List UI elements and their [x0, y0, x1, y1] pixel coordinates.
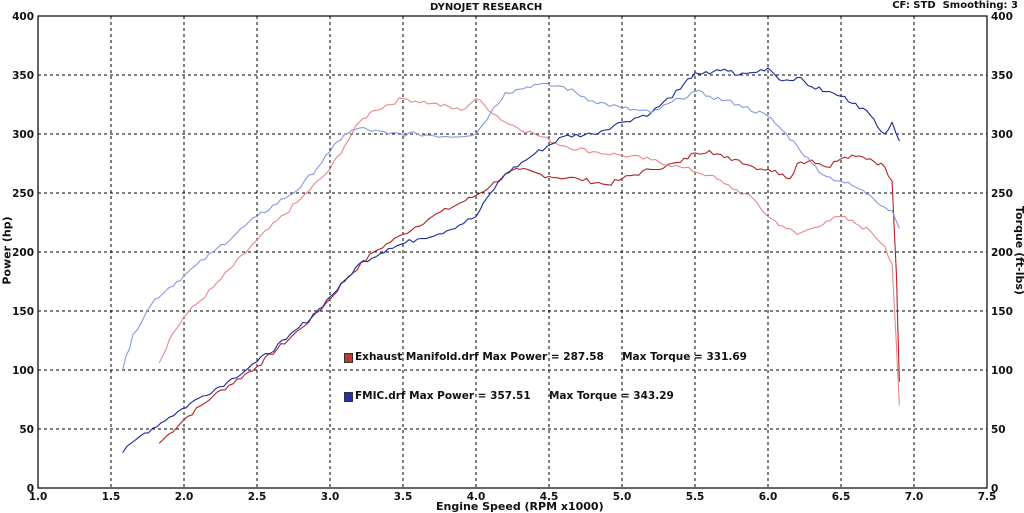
x-tick-label: 2.5 — [248, 491, 267, 503]
y-tick-label-right: 50 — [991, 424, 1006, 436]
grid — [38, 16, 987, 488]
legend-file-exhaust: Exhaust Manifold.drf — [355, 351, 479, 363]
y-tick-label-right: 200 — [991, 247, 1013, 259]
settings-readout: CF: STD Smoothing: 3 — [892, 0, 1018, 11]
y-tick-label-left: 150 — [12, 306, 34, 318]
x-tick-label: 2.0 — [175, 491, 194, 503]
x-tick-label: 1.0 — [29, 491, 48, 503]
y-tick-label-left: 350 — [12, 70, 34, 82]
y-tick-labels-right: 0 50 100 150 200 250 300 350 400 — [991, 11, 1013, 495]
legend: Exhaust Manifold.drf Max Power = 287.58 … — [344, 325, 747, 416]
legend-torque-exhaust: Max Torque = 331.69 — [622, 351, 747, 363]
y-tick-label-right: 300 — [991, 129, 1013, 141]
y-axis-label-right: Torque (ft-lbs) — [1012, 206, 1024, 295]
series-line-fmic-drf-power-hp — [122, 67, 900, 453]
y-tick-label-left: 100 — [12, 365, 34, 377]
x-axis-label: Engine Speed (RPM x1000) — [436, 500, 604, 513]
x-tick-label: 3.0 — [321, 491, 340, 503]
legend-row-exhaust: Exhaust Manifold.drf Max Power = 287.58 … — [344, 351, 747, 364]
y-tick-label-right: 400 — [991, 11, 1013, 23]
x-tick-labels: 1.0 1.5 2.0 2.5 3.0 3.5 4.0 4.5 5.0 5.5 6.0 6.5 7.0 7… — [29, 491, 997, 503]
x-tick-label: 4.5 — [540, 491, 559, 503]
legend-row-fmic: FMIC.drf Max Power = 357.51 Max Torque =… — [344, 390, 747, 403]
y-tick-label-left: 300 — [12, 129, 34, 141]
curves — [122, 67, 900, 453]
legend-swatch-fmic — [344, 391, 353, 402]
x-tick-label: 7.5 — [978, 491, 997, 503]
y-tick-label-left: 250 — [12, 188, 34, 200]
y-tick-labels-left: 0 50 100 150 200 250 300 350 400 — [12, 11, 34, 495]
legend-swatch-exhaust — [344, 352, 353, 363]
series-line-exhaust-manifold-drf-torque-ft-lbs — [158, 97, 900, 406]
y-axis-label-left: Power (hp) — [0, 216, 14, 285]
y-tick-label-right: 100 — [991, 365, 1013, 377]
chart-title: DYNOJET RESEARCH — [430, 2, 543, 13]
y-tick-label-left: 400 — [12, 11, 34, 23]
x-tick-label: 7.0 — [905, 491, 924, 503]
y-tick-label-right: 350 — [991, 70, 1013, 82]
x-tick-label: 3.5 — [394, 491, 413, 503]
legend-file-fmic: FMIC.drf — [355, 390, 406, 402]
legend-power-exhaust: Max Power = 287.58 — [482, 351, 604, 363]
y-tick-label-right: 0 — [991, 483, 998, 495]
y-tick-label-left: 200 — [12, 247, 34, 259]
y-tick-label-right: 150 — [991, 306, 1013, 318]
legend-power-fmic: Max Power = 357.51 — [409, 390, 531, 402]
y-tick-label-left: 50 — [19, 424, 34, 436]
x-tick-label: 1.5 — [102, 491, 121, 503]
x-tick-label: 6.5 — [832, 491, 851, 503]
x-tick-label: 5.0 — [613, 491, 632, 503]
x-tick-label: 4.0 — [467, 491, 486, 503]
x-tick-label: 6.0 — [759, 491, 778, 503]
series-line-fmic-drf-torque-ft-lbs — [122, 82, 900, 371]
x-tick-label: 5.5 — [686, 491, 705, 503]
legend-torque-fmic: Max Torque = 343.29 — [548, 390, 674, 402]
y-tick-label-right: 250 — [991, 188, 1013, 200]
y-tick-label-left: 0 — [27, 483, 34, 495]
series-line-exhaust-manifold-drf-power-hp — [158, 149, 900, 444]
